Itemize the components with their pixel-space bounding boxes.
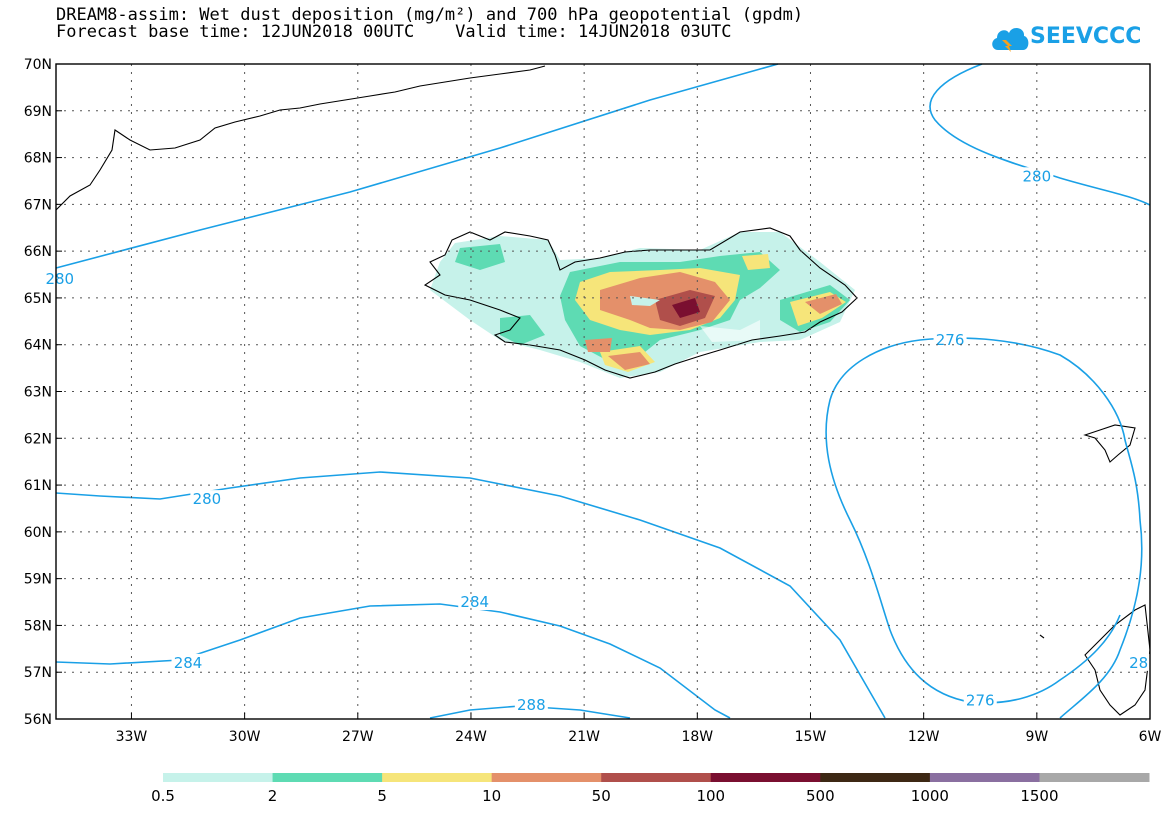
lon-tick-label: 33W [116,729,148,745]
contour-label-bg [933,331,967,349]
lat-tick-label: 61N [24,478,52,494]
legend-swatch [163,773,274,782]
contour-label: 284 [174,654,203,672]
legend: 0.5 2 5 10 50 100 500 1000 1500 [151,773,1150,805]
lat-tick-label: 67N [24,197,52,213]
logo-text: SEEVCCC [1030,24,1142,49]
lat-tick-label: 57N [24,665,52,681]
lat-tick-label: 68N [24,151,52,167]
legend-swatch [601,773,712,782]
lat-tick-label: 62N [24,431,52,447]
lat-tick-label: 65N [24,291,52,307]
lon-tick-label: 30W [229,729,261,745]
seevccc-logo: SEEVCCC [990,20,1160,56]
lat-tick-label: 64N [24,338,52,354]
lat-tick-label: 59N [24,572,52,588]
lon-tick-label: 24W [455,729,487,745]
contour-label: 28 [1129,654,1148,672]
legend-swatch [272,773,383,782]
contour-label: 280 [193,490,222,508]
lat-tick-label: 69N [24,104,52,120]
legend-label: 0.5 [151,787,175,805]
legend-label: 2 [268,787,278,805]
lon-tick-label: 27W [342,729,374,745]
contour-label-bg [171,653,205,671]
lon-tick-label: 6W [1139,729,1162,745]
lon-tick-label: 15W [795,729,827,745]
axis-labels: 70N 69N 68N 67N 66N 65N 64N 63N 62N 61N 60N 59N 58N 5… [24,57,1162,745]
cloud-icon [992,27,1029,52]
contour-label: 280 [45,270,74,288]
contour-label-bg [43,270,77,288]
contour-label-bg [1126,653,1151,671]
lat-tick-label: 63N [24,385,52,401]
legend-swatch [820,773,931,782]
lat-tick-label: 56N [24,712,52,728]
contour-label-bg [1020,167,1054,185]
contour-label-bg [190,490,224,508]
lat-tick-label: 66N [24,244,52,260]
coastlines [55,65,1151,716]
contour-label: 276 [966,691,995,709]
map-title: DREAM8-assim: Wet dust deposition (mg/m²… [56,5,804,25]
legend-label: 100 [696,787,725,805]
gridlines [56,64,1150,719]
legend-label: 500 [806,787,835,805]
legend-label: 5 [377,787,387,805]
contour-label-bg [963,691,997,709]
legend-swatch [491,773,602,782]
map-subtitle: Forecast base time: 12JUN2018 00UTC Vali… [56,22,732,42]
legend-label: 10 [482,787,501,805]
dust-deposition-field [430,232,855,378]
contour-label-bg [458,593,492,611]
legend-label: 1000 [911,787,949,805]
legend-swatch [710,773,821,782]
lat-tick-label: 70N [24,57,52,73]
legend-swatch [382,773,493,782]
lon-tick-label: 21W [568,729,600,745]
lon-tick-label: 18W [681,729,713,745]
contour-label: 276 [936,331,965,349]
lat-tick-label: 60N [24,525,52,541]
legend-label: 50 [592,787,611,805]
legend-swatch [929,773,1040,782]
lat-tick-label: 58N [24,618,52,634]
legend-swatch [1039,773,1150,782]
contour-label: 284 [460,593,489,611]
contour-label: 288 [517,696,546,714]
lon-tick-label: 9W [1025,729,1048,745]
lon-tick-label: 12W [908,729,940,745]
legend-label: 1500 [1020,787,1058,805]
contour-label-bg [514,695,548,713]
